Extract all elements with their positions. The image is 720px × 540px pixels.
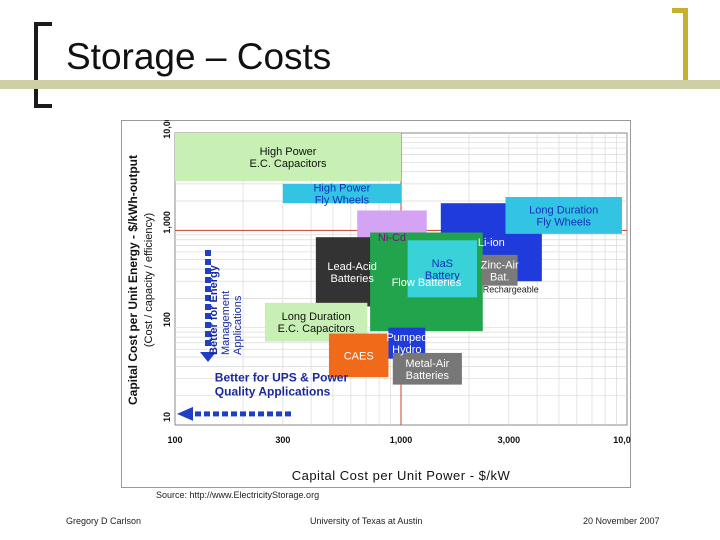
arrow-down-dash xyxy=(205,250,211,256)
y-axis-label: Capital Cost per Unit Energy - $/kWh-out… xyxy=(126,155,140,405)
tech-label-metal-air-batteries: Metal-Air xyxy=(405,358,449,370)
tech-label-pumped-hydro: Pumped xyxy=(386,332,427,344)
annotation-ups: Quality Applications xyxy=(215,384,331,398)
tech-label-lead-acid-batteries: Batteries xyxy=(330,273,374,285)
arrow-left-dash xyxy=(231,411,237,417)
arrow-down-dash xyxy=(205,277,211,283)
y-tick-label: 1,000 xyxy=(162,211,172,234)
tech-label-high-power-fly-wheels: High Power xyxy=(313,183,370,195)
tech-label-long-duration-fly-wheels: Fly Wheels xyxy=(537,216,592,228)
arrow-down-dash xyxy=(205,340,211,346)
annotation-rechargeable: Rechargeable xyxy=(483,284,539,294)
tech-box-zinc-air-bat xyxy=(481,254,518,286)
arrow-left-dash xyxy=(249,411,255,417)
tech-label-high-power-e-c-capacitors: High Power xyxy=(260,146,317,158)
tech-label-ni-cd: Ni-Cd xyxy=(378,232,406,244)
tech-box-long-duration-fly-wheels xyxy=(505,197,622,234)
footer-author: Gregory D Carlson xyxy=(66,516,142,526)
arrow-left-dash xyxy=(276,411,282,417)
annotation-energy-management: Management xyxy=(220,291,232,355)
x-tick-label: 300 xyxy=(275,435,290,445)
x-tick-label: 1,000 xyxy=(390,435,413,445)
arrow-left-dash xyxy=(240,411,246,417)
tech-label-lead-acid-batteries: Lead-Acid xyxy=(327,261,377,273)
x-axis-label: Capital Cost per Unit Power - $/kW xyxy=(292,468,511,483)
arrow-left-dash xyxy=(285,411,291,417)
x-tick-label: 100 xyxy=(167,435,182,445)
tech-label-li-ion: Li-ion xyxy=(478,237,505,249)
y-axis-sublabel: (Cost / capacity / efficiency) xyxy=(143,213,155,347)
tech-label-pumped-hydro: Hydro xyxy=(392,344,421,356)
annotation-energy-management: Applications xyxy=(232,295,244,355)
arrow-down-dash xyxy=(205,322,211,328)
tech-label-long-duration-e-c-capacitors: E.C. Capacitors xyxy=(278,323,356,335)
tech-label-flow-batteries: Flow Batteries xyxy=(392,277,462,289)
x-tick-label: 10,000 xyxy=(613,435,631,445)
source-note: Source: http://www.ElectricityStorage.or… xyxy=(156,490,320,500)
tech-label-zinc-air-bat: Bat. xyxy=(490,271,510,283)
page-title: Storage – Costs xyxy=(66,36,332,77)
y-tick-label: 10 xyxy=(162,412,172,422)
arrow-left-dash xyxy=(204,411,210,417)
annotation-ups: Better for UPS & Power xyxy=(215,370,349,384)
tech-label-caes: CAES xyxy=(344,350,374,362)
arrow-down-dash xyxy=(205,304,211,310)
arrow-left-dash xyxy=(258,411,264,417)
title-bracket-right xyxy=(672,8,688,88)
arrow-down-dash xyxy=(205,331,211,337)
tech-box-high-power-fly-wheels xyxy=(282,183,401,204)
arrow-down-dash xyxy=(205,313,211,319)
arrow-left-head xyxy=(177,406,193,421)
tech-label-nas-battery: NaS xyxy=(432,258,453,270)
arrow-down-dash xyxy=(205,259,211,265)
arrow-down-head xyxy=(200,352,216,362)
tech-box-caes xyxy=(328,333,389,378)
title-underline xyxy=(0,80,720,89)
tech-label-nas-battery: Battery xyxy=(425,270,460,282)
annotation-energy-management: Better for Energy xyxy=(208,264,220,355)
footer-date: 20 November 2007 xyxy=(583,516,660,526)
tech-box-metal-air-batteries xyxy=(392,352,462,385)
arrow-left-dash xyxy=(267,411,273,417)
arrow-down-dash xyxy=(205,295,211,301)
arrow-down-dash xyxy=(205,268,211,274)
arrow-left-dash xyxy=(213,411,219,417)
tech-box-high-power-e-c-capacitors xyxy=(175,133,401,182)
x-tick-label: 3,000 xyxy=(498,435,521,445)
tech-label-metal-air-batteries: Batteries xyxy=(406,370,450,382)
tech-label-long-duration-e-c-capacitors: Long Duration xyxy=(282,311,351,323)
footer-institution: University of Texas at Austin xyxy=(310,516,423,526)
arrow-down-dash xyxy=(205,286,211,292)
y-tick-label: 10,000 xyxy=(162,120,172,139)
arrow-left-dash xyxy=(222,411,228,417)
arrow-left-dash xyxy=(195,411,201,417)
y-tick-label: 100 xyxy=(162,312,172,327)
tech-label-long-duration-fly-wheels: Long Duration xyxy=(529,204,598,216)
tech-label-high-power-e-c-capacitors: E.C. Capacitors xyxy=(249,158,327,170)
tech-label-zinc-air-bat: Zinc-Air xyxy=(481,259,519,271)
title-bracket-left xyxy=(34,22,52,108)
tech-box-nas-battery xyxy=(407,240,478,298)
tech-label-high-power-fly-wheels: Fly Wheels xyxy=(315,195,370,207)
